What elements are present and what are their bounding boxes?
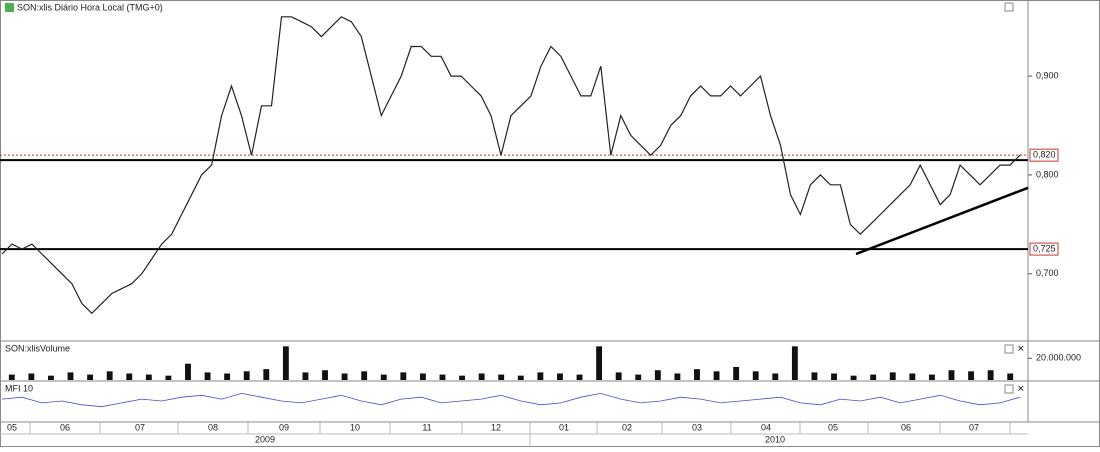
month-label: 03 xyxy=(692,422,702,432)
volume-bar xyxy=(987,370,994,380)
volume-bar xyxy=(654,370,661,380)
month-label: 04 xyxy=(761,422,771,432)
volume-bar xyxy=(380,374,387,380)
volume-bar xyxy=(870,374,877,380)
year-label: 2010 xyxy=(765,434,785,444)
volume-bar xyxy=(596,346,603,380)
volume-bar xyxy=(674,373,681,380)
volume-bar xyxy=(928,374,935,380)
price-tag-label: 0,725 xyxy=(1033,243,1056,253)
volume-bar xyxy=(243,371,250,380)
volume-bar xyxy=(87,374,94,380)
volume-bar xyxy=(635,374,642,380)
month-label: 06 xyxy=(901,422,911,432)
volume-bar xyxy=(850,375,857,380)
volume-bar xyxy=(361,371,368,380)
volume-bar xyxy=(772,373,779,380)
price-tag-label: 0,820 xyxy=(1033,150,1056,160)
volume-bar xyxy=(909,373,916,380)
month-label: 07 xyxy=(969,422,979,432)
volume-bar xyxy=(106,371,113,380)
volume-bar xyxy=(1007,373,1014,380)
volume-bar xyxy=(537,372,544,380)
volume-bar xyxy=(498,374,505,380)
y-tick-label: 0,800 xyxy=(1036,169,1059,179)
volume-bar xyxy=(439,374,446,380)
volume-bar xyxy=(67,372,74,380)
price-line xyxy=(1,16,1021,315)
volume-bar xyxy=(557,373,563,380)
volume-bar xyxy=(185,363,191,380)
volume-bar xyxy=(948,370,955,380)
month-label: 01 xyxy=(559,422,569,432)
volume-bar xyxy=(713,371,720,380)
volume-bar xyxy=(263,369,270,380)
volume-bar xyxy=(145,374,152,380)
panel-title: MFI 10 xyxy=(5,383,33,393)
volume-bar xyxy=(889,372,896,380)
maximize-button[interactable] xyxy=(1004,344,1014,354)
volume-bar xyxy=(204,372,211,380)
volume-bar xyxy=(615,372,622,380)
volume-bar xyxy=(400,372,407,380)
volume-bar xyxy=(831,373,837,380)
close-button[interactable]: ✕ xyxy=(1017,383,1025,393)
volume-bar xyxy=(419,373,426,380)
chart-title: SON:xlis Diário Hora Local (TMG+0) xyxy=(17,2,163,12)
month-label: 06 xyxy=(60,422,70,432)
volume-bar xyxy=(459,375,465,380)
panel-title: SON:xlisVolume xyxy=(5,343,70,353)
volume-bar xyxy=(165,375,172,380)
price-tag xyxy=(1029,148,1059,162)
volume-bar xyxy=(791,346,798,380)
trendline xyxy=(855,186,1029,256)
month-label: 05 xyxy=(828,422,838,432)
month-label: 02 xyxy=(622,422,632,432)
volume-bar xyxy=(282,346,289,380)
month-label: 07 xyxy=(135,422,145,432)
month-label: 05 xyxy=(7,422,17,432)
volume-bar xyxy=(126,373,133,380)
volume-bar xyxy=(811,372,818,380)
volume-bar xyxy=(322,370,328,380)
volume-bar xyxy=(341,373,348,380)
year-label: 2009 xyxy=(255,434,275,444)
volume-bar xyxy=(224,373,231,380)
volume-bar xyxy=(968,371,974,380)
volume-bar xyxy=(694,369,700,380)
y-tick-label: 0,700 xyxy=(1036,268,1059,278)
month-label: 10 xyxy=(350,422,360,432)
volume-bar xyxy=(302,372,309,380)
volume-bar xyxy=(733,366,740,380)
icon[interactable] xyxy=(5,3,14,12)
maximize-button[interactable] xyxy=(1004,384,1014,394)
volume-bar xyxy=(517,375,524,380)
price-tag xyxy=(1029,242,1059,256)
close-button[interactable]: ✕ xyxy=(1017,343,1025,353)
y-tick-label: 20.000.000 xyxy=(1036,353,1081,363)
volume-bar xyxy=(752,371,759,380)
volume-bar xyxy=(8,374,15,380)
month-label: 08 xyxy=(208,422,218,432)
month-label: 09 xyxy=(279,422,289,432)
volume-bar xyxy=(478,373,485,380)
volume-bar xyxy=(48,375,54,380)
volume-bar xyxy=(28,373,35,380)
month-label: 11 xyxy=(422,422,431,432)
price-line xyxy=(1,392,1021,408)
volume-bar xyxy=(576,374,583,380)
maximize-button[interactable] xyxy=(1004,2,1014,12)
y-tick-label: 0,900 xyxy=(1036,70,1059,80)
month-label: 12 xyxy=(491,422,501,432)
